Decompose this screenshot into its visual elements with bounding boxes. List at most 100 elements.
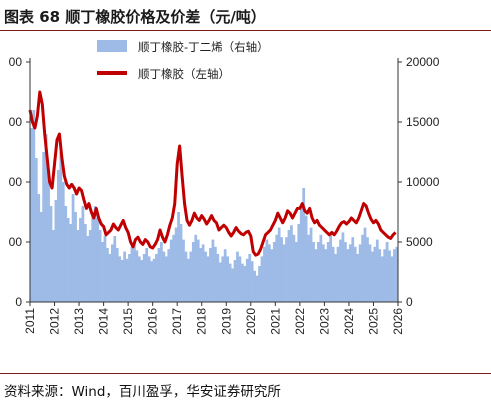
bar-mark — [56, 170, 60, 302]
bar-mark — [133, 242, 136, 302]
x-tick-label: 2025 — [367, 308, 381, 335]
left-tick-label: 00 — [9, 115, 23, 129]
bar-mark — [206, 256, 210, 302]
bar-mark — [160, 242, 163, 302]
bar-mark — [324, 249, 328, 302]
x-tick-label: 2023 — [317, 308, 331, 335]
bar-mark — [371, 251, 374, 302]
bar-mark — [319, 234, 323, 302]
bar-mark — [228, 263, 232, 302]
bar-mark — [361, 234, 364, 302]
bar-mark — [130, 246, 134, 302]
bar-mark — [258, 266, 261, 302]
bar-mark — [187, 258, 190, 302]
bar-mark — [329, 234, 333, 302]
bar-mark — [108, 254, 112, 302]
bar-mark — [169, 239, 173, 302]
bar-mark — [393, 249, 396, 302]
bar-mark — [182, 239, 185, 302]
bar-mark — [61, 182, 65, 302]
bar-mark — [179, 224, 183, 302]
bar-mark — [233, 260, 237, 302]
bar-mark — [297, 224, 301, 302]
bar-mark — [290, 225, 293, 302]
bar-mark — [378, 249, 382, 302]
x-tick-label: 2018 — [195, 308, 209, 335]
bar-mark — [243, 266, 247, 302]
bar-mark — [346, 249, 350, 302]
bar-mark — [353, 246, 357, 302]
bar-mark — [304, 215, 308, 302]
bar-mark — [385, 242, 389, 302]
bar-mark — [238, 256, 242, 302]
bar-mark — [96, 218, 99, 302]
bar-mark — [125, 258, 129, 302]
bar-mark — [128, 254, 131, 302]
bar-mark — [150, 261, 153, 302]
bar-mark — [383, 249, 387, 302]
bar-mark — [189, 251, 193, 302]
bar-mark — [140, 260, 144, 302]
source-note: 资料来源：Wind，百川盈孚，华安证券研究所 — [4, 384, 281, 400]
bar-mark — [88, 230, 92, 302]
bar-mark — [211, 239, 215, 302]
bar-mark — [218, 262, 222, 302]
bar-mark — [245, 258, 249, 302]
bar-mark — [312, 242, 315, 302]
bar-mark — [123, 251, 126, 302]
bar-mark — [344, 242, 347, 302]
bar-mark — [209, 248, 212, 302]
bar-mark — [147, 256, 151, 302]
bar-mark — [93, 206, 97, 302]
bar-mark — [282, 244, 286, 302]
bar-mark — [81, 206, 85, 302]
bar-mark — [71, 194, 75, 302]
bar-mark — [98, 230, 102, 302]
bar-mark — [74, 212, 77, 302]
bar-mark — [287, 230, 291, 302]
bar-mark — [248, 254, 252, 302]
bar-mark — [380, 256, 384, 302]
right-tick-label: 5000 — [406, 235, 433, 249]
legend-label-line: 顺丁橡胶（左轴） — [138, 67, 230, 81]
right-tick-label: 10000 — [406, 175, 440, 189]
bar-mark — [172, 234, 176, 302]
bar-mark — [196, 239, 200, 302]
legend-swatch-bar — [97, 40, 127, 52]
bar-mark — [113, 236, 117, 302]
bar-mark — [69, 224, 72, 302]
bar-mark — [167, 249, 171, 302]
bar-mark — [348, 244, 352, 302]
bar-mark — [240, 263, 244, 302]
chart-title: 图表 68 顺丁橡胶价格及价差（元/吨） — [4, 8, 266, 26]
bar-mark — [177, 212, 180, 302]
bar-mark — [76, 230, 80, 302]
bar-series-layer — [30, 110, 399, 302]
bar-mark — [292, 234, 296, 302]
bar-mark — [137, 256, 141, 302]
left-tick-label: 00 — [9, 235, 23, 249]
bar-mark — [101, 242, 104, 302]
bar-mark — [277, 227, 281, 302]
bar-mark — [395, 246, 399, 302]
x-tick-label: 2026 — [391, 308, 405, 335]
bar-mark — [334, 254, 337, 302]
bar-mark — [86, 236, 90, 302]
bar-mark — [115, 248, 119, 302]
bar-mark — [272, 242, 276, 302]
bar-mark — [221, 256, 225, 302]
bar-mark — [32, 110, 36, 302]
left-tick-label: 00 — [9, 175, 23, 189]
bar-mark — [52, 230, 55, 302]
bar-mark — [34, 158, 38, 302]
bar-mark — [164, 256, 168, 302]
bar-mark — [253, 270, 256, 302]
bar-mark — [299, 208, 303, 302]
line-series-path — [28, 90, 397, 257]
bar-mark — [373, 246, 377, 302]
title-divider — [0, 30, 491, 31]
bar-mark — [194, 234, 198, 302]
bar-mark — [106, 248, 109, 302]
bar-mark — [307, 234, 310, 302]
x-tick-label: 2012 — [48, 308, 62, 335]
